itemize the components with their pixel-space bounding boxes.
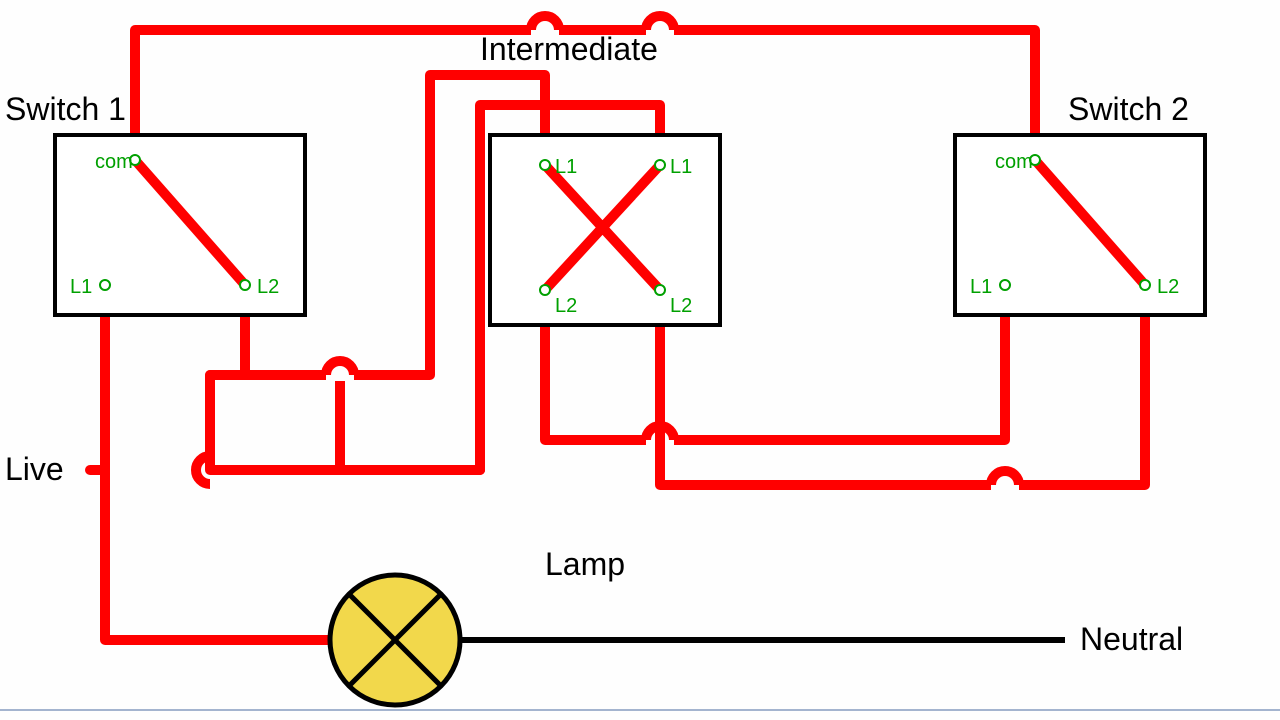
int-l1a-label: L1 [555, 156, 577, 178]
live-label: Live [5, 451, 64, 487]
switch2-l1 [1000, 280, 1010, 290]
int-l2a-label: L2 [555, 295, 577, 317]
int-l1b [655, 160, 665, 170]
switch1-l1-label: L1 [70, 276, 92, 298]
intermediate-title: Intermediate [480, 31, 658, 67]
switch1-com-label: com [95, 151, 133, 173]
switch2-l1-label: L1 [970, 276, 992, 298]
switch1-l1 [100, 280, 110, 290]
int-l2b-label: L2 [670, 295, 692, 317]
int-l2a [540, 285, 550, 295]
switch1-title: Switch 1 [5, 91, 126, 127]
int-l2b [655, 285, 665, 295]
int-l1b-label: L1 [670, 156, 692, 178]
neutral-label: Neutral [1080, 621, 1183, 657]
switch2-l2-label: L2 [1157, 276, 1179, 298]
switch1-l2-label: L2 [257, 276, 279, 298]
switch1-l2 [240, 280, 250, 290]
int-l1a [540, 160, 550, 170]
switch2-l2 [1140, 280, 1150, 290]
switch2-com-label: com [995, 151, 1033, 173]
switch2-title: Switch 2 [1068, 91, 1189, 127]
lamp-label: Lamp [545, 546, 625, 582]
